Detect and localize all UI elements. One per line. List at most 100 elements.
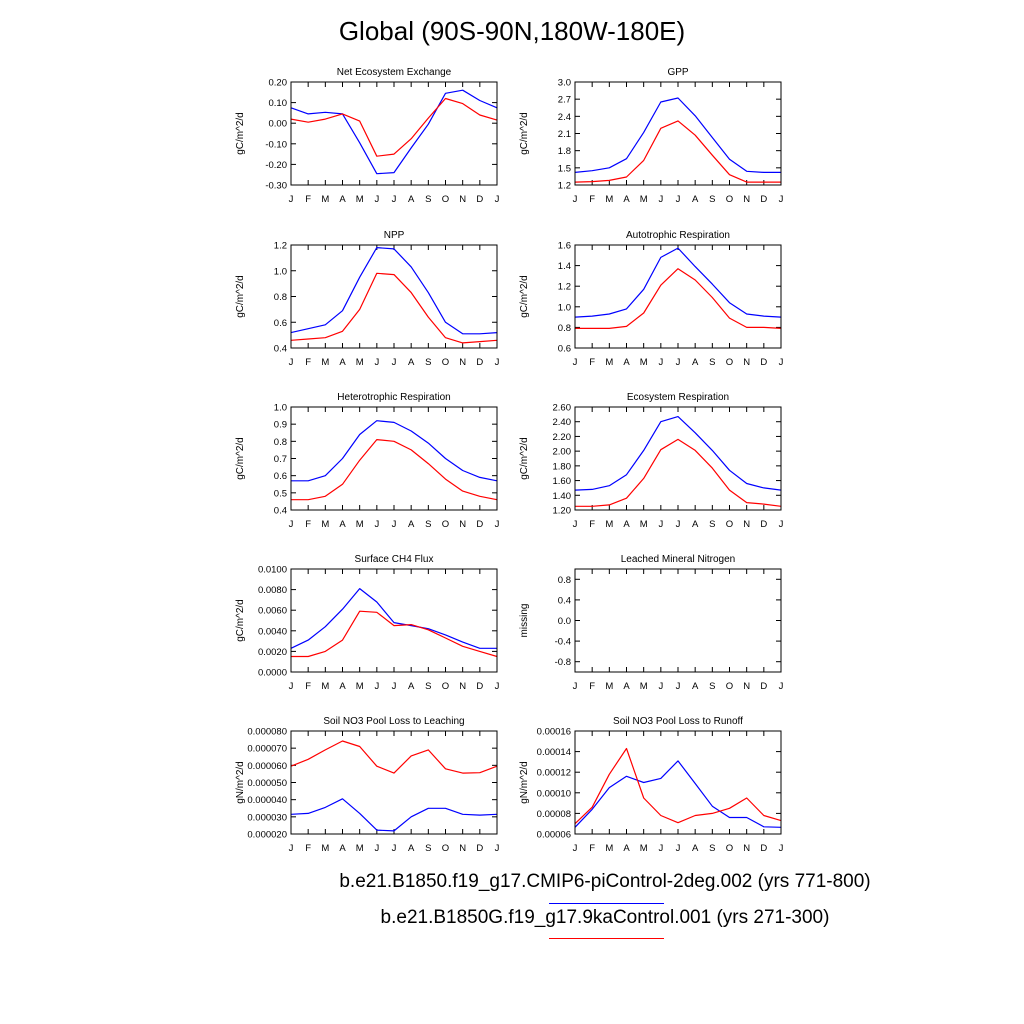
chart-panel: Net Ecosystem Exchange gC/m^2/d 0.20 0.10 0.… (235, 67, 500, 205)
chart-panel: Ecosystem Respiration gC/m^2/d 2.60 2.40 2.2… (519, 392, 784, 530)
y-tick-label: 0.0000 (258, 668, 287, 679)
x-tick-label: O (726, 519, 733, 530)
x-tick-label: J (573, 681, 578, 692)
x-tick-label: M (640, 843, 648, 854)
x-tick-label: N (459, 357, 466, 368)
x-tick-label: M (356, 843, 364, 854)
y-tick-label: 0.20 (269, 78, 288, 89)
y-axis-label: gN/m^2/d (519, 761, 530, 804)
y-tick-label: 0.00014 (537, 747, 571, 758)
chart-panel: Autotrophic Respiration gC/m^2/d 1.6 1.4 1.2… (519, 230, 784, 368)
x-tick-label: J (392, 843, 397, 854)
chart-title: Net Ecosystem Exchange (337, 67, 452, 78)
x-tick-label: A (623, 357, 630, 368)
y-tick-label: 1.40 (553, 491, 572, 502)
x-tick-label: J (676, 681, 681, 692)
x-tick-label: M (321, 681, 329, 692)
series-line-run1 (290, 247, 498, 335)
x-tick-label: O (442, 681, 449, 692)
x-tick-label: M (640, 519, 648, 530)
y-axis-label: gC/m^2/d (519, 275, 530, 318)
y-tick-label: 0.8 (274, 437, 287, 448)
series-line-run1 (574, 247, 782, 318)
x-tick-label: A (692, 357, 699, 368)
legend-swatch-run2 (549, 938, 664, 939)
x-tick-label: J (779, 843, 784, 854)
x-tick-label: O (726, 194, 733, 205)
y-tick-label: 0.000030 (247, 812, 287, 823)
x-tick-label: J (374, 194, 379, 205)
x-tick-label: J (658, 194, 663, 205)
chart-title: GPP (667, 67, 688, 78)
x-tick-label: D (476, 194, 483, 205)
y-tick-label: 0.000070 (247, 744, 287, 755)
chart-title: Soil NO3 Pool Loss to Runoff (613, 716, 743, 727)
series-line-run1 (574, 760, 782, 828)
x-tick-label: M (605, 519, 613, 530)
y-tick-label: 3.0 (558, 78, 571, 89)
x-tick-label: O (442, 357, 449, 368)
y-tick-label: 2.4 (558, 112, 571, 123)
x-tick-label: S (425, 519, 431, 530)
y-tick-label: 0.000080 (247, 727, 287, 738)
series-line-run2 (291, 610, 498, 658)
x-tick-label: A (692, 194, 699, 205)
x-tick-label: J (392, 519, 397, 530)
y-axis-label: gC/m^2/d (519, 112, 530, 155)
x-tick-label: S (709, 194, 715, 205)
x-tick-label: J (658, 519, 663, 530)
y-tick-label: 0.6 (274, 471, 287, 482)
chart-title: NPP (384, 230, 405, 241)
x-tick-label: O (442, 843, 449, 854)
x-tick-label: M (356, 681, 364, 692)
x-tick-label: J (495, 519, 500, 530)
y-axis-label: gC/m^2/d (235, 112, 246, 155)
x-tick-label: A (623, 681, 630, 692)
x-tick-label: J (374, 843, 379, 854)
series-line-run2 (290, 97, 498, 157)
x-tick-label: S (425, 681, 431, 692)
x-tick-label: F (305, 681, 311, 692)
y-tick-label: 2.1 (558, 129, 571, 140)
chart-title: Ecosystem Respiration (627, 392, 729, 403)
series-line-run1 (290, 89, 498, 175)
x-tick-label: A (339, 194, 346, 205)
x-tick-label: D (476, 681, 483, 692)
x-tick-label: M (605, 357, 613, 368)
x-tick-label: A (623, 843, 630, 854)
y-tick-label: 2.20 (553, 432, 572, 443)
x-tick-label: J (289, 194, 294, 205)
x-tick-label: J (374, 681, 379, 692)
x-tick-label: A (408, 843, 415, 854)
y-tick-label: 1.5 (558, 163, 571, 174)
x-tick-label: J (374, 519, 379, 530)
y-tick-label: 1.8 (558, 146, 571, 157)
x-tick-label: J (573, 843, 578, 854)
y-tick-label: 1.6 (558, 241, 571, 252)
y-tick-label: 0.00006 (537, 830, 571, 841)
series-line-run1 (574, 97, 781, 173)
x-tick-label: D (760, 519, 767, 530)
x-tick-label: F (589, 843, 595, 854)
x-tick-label: F (305, 357, 311, 368)
x-tick-label: J (289, 357, 294, 368)
series-line-run1 (290, 587, 497, 649)
x-tick-label: F (305, 519, 311, 530)
plot-frame (574, 730, 782, 835)
y-tick-label: 0.000060 (247, 761, 287, 772)
legend-label-run2: b.e21.B1850G.f19_g17.9kaControl.001 (yrs… (380, 907, 830, 928)
x-tick-label: M (356, 194, 364, 205)
y-tick-label: 2.60 (553, 403, 572, 414)
x-tick-label: A (692, 519, 699, 530)
x-tick-label: O (726, 357, 733, 368)
x-tick-label: D (476, 519, 483, 530)
y-tick-label: 0.0080 (258, 585, 287, 596)
y-tick-label: 1.0 (274, 403, 287, 414)
plot-frame (574, 568, 782, 673)
y-tick-label: 2.00 (553, 447, 572, 458)
y-tick-label: -0.4 (555, 637, 571, 648)
x-tick-label: A (623, 194, 630, 205)
